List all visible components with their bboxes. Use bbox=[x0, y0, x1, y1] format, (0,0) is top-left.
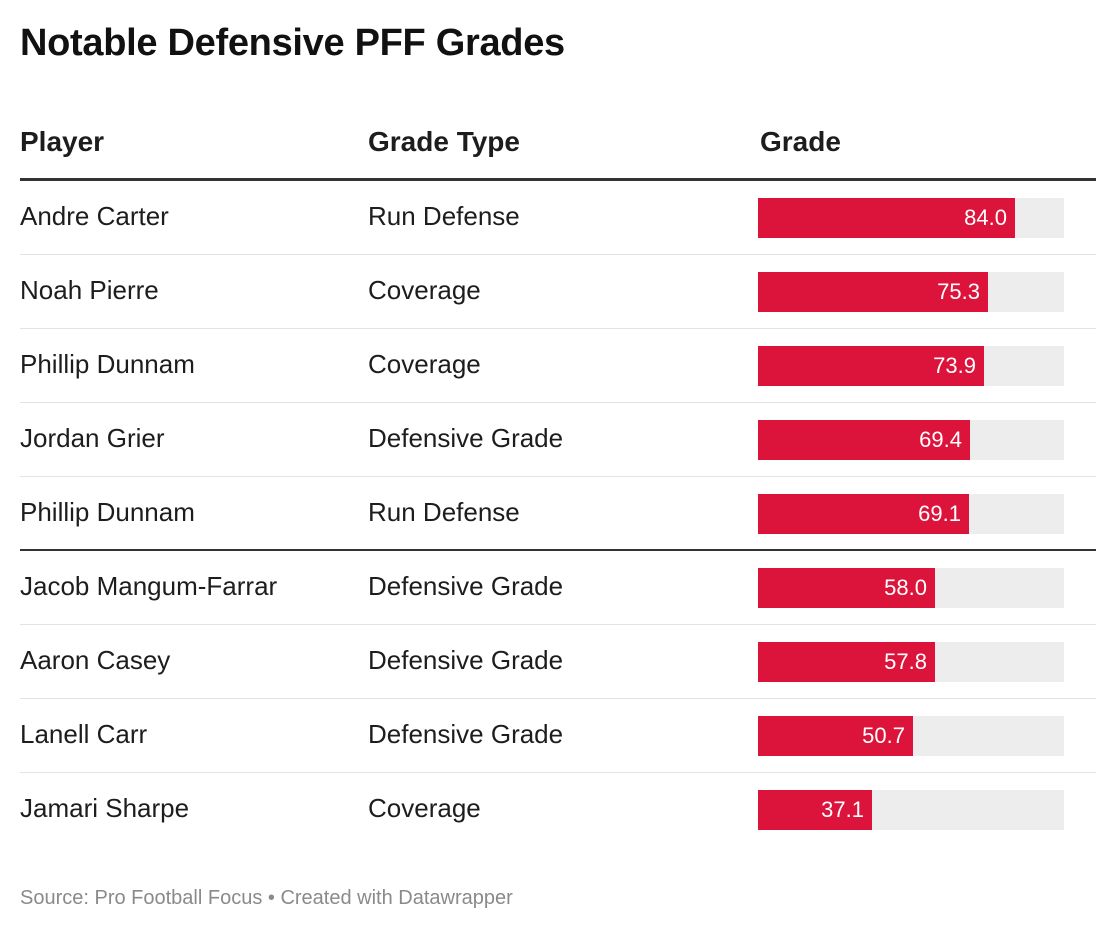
grade-value-label: 69.1 bbox=[918, 501, 961, 526]
table-row: Jordan Grier Defensive Grade 69.4 bbox=[20, 403, 1096, 477]
table-header: Player Grade Type Grade bbox=[20, 120, 1096, 181]
player-name: Phillip Dunnam bbox=[20, 497, 195, 527]
grade-bar bbox=[758, 346, 984, 386]
table-row: Aaron Casey Defensive Grade 57.8 bbox=[20, 625, 1096, 699]
grade-bar-track: 37.1 bbox=[758, 790, 1064, 830]
grade-bar-track: 73.9 bbox=[758, 346, 1064, 386]
column-header-grade-type: Grade Type bbox=[368, 126, 520, 157]
grade-bar bbox=[758, 420, 970, 460]
table-row: Phillip Dunnam Run Defense 69.1 bbox=[20, 477, 1096, 551]
player-name: Jordan Grier bbox=[20, 423, 165, 453]
player-name: Andre Carter bbox=[20, 201, 169, 231]
grade-bar-track: 84.0 bbox=[758, 198, 1064, 238]
grade-bar-track: 50.7 bbox=[758, 716, 1064, 756]
grade-bar-track: 69.4 bbox=[758, 420, 1064, 460]
grade-bar-track: 69.1 bbox=[758, 494, 1064, 534]
grade-type: Defensive Grade bbox=[368, 571, 564, 601]
grade-value-label: 50.7 bbox=[862, 723, 905, 748]
table-row: Phillip Dunnam Coverage 73.9 bbox=[20, 329, 1096, 403]
column-header-player: Player bbox=[20, 126, 105, 157]
grade-type: Defensive Grade bbox=[368, 719, 564, 749]
player-name: Phillip Dunnam bbox=[20, 349, 195, 379]
grade-bar-track: 58.0 bbox=[758, 568, 1064, 608]
grade-bar bbox=[758, 494, 969, 534]
column-header-grade: Grade bbox=[760, 126, 841, 157]
table-row: Lanell Carr Defensive Grade 50.7 bbox=[20, 699, 1096, 773]
player-name: Lanell Carr bbox=[20, 719, 148, 749]
grade-value-label: 75.3 bbox=[937, 279, 980, 304]
grade-bar-track: 57.8 bbox=[758, 642, 1064, 682]
player-name: Jacob Mangum-Farrar bbox=[20, 571, 278, 601]
grade-value-label: 37.1 bbox=[821, 797, 864, 822]
chart-title: Notable Defensive PFF Grades bbox=[20, 22, 565, 64]
player-name: Noah Pierre bbox=[20, 275, 159, 305]
grade-value-label: 69.4 bbox=[919, 427, 962, 452]
grade-type: Coverage bbox=[368, 349, 481, 379]
grade-type: Defensive Grade bbox=[368, 423, 564, 453]
player-name: Aaron Casey bbox=[20, 645, 171, 675]
table-row: Jacob Mangum-Farrar Defensive Grade 58.0 bbox=[20, 551, 1096, 625]
source-note: Source: Pro Football Focus • Created wit… bbox=[20, 887, 513, 909]
grade-type: Run Defense bbox=[368, 497, 520, 527]
grade-bar bbox=[758, 642, 935, 682]
table-body: Andre Carter Run Defense 84.0 Noah Pierre Co… bbox=[20, 181, 1096, 846]
grade-value-label: 84.0 bbox=[964, 205, 1007, 230]
grade-bar bbox=[758, 790, 872, 830]
grade-bar bbox=[758, 272, 988, 312]
grade-type: Run Defense bbox=[368, 201, 520, 231]
table-row: Noah Pierre Coverage 75.3 bbox=[20, 255, 1096, 329]
grade-value-label: 58.0 bbox=[884, 575, 927, 600]
grade-bar-track: 75.3 bbox=[758, 272, 1064, 312]
table-row: Andre Carter Run Defense 84.0 bbox=[20, 181, 1096, 255]
grade-value-label: 57.8 bbox=[884, 649, 927, 674]
table-row: Jamari Sharpe Coverage 37.1 bbox=[20, 773, 1096, 846]
grade-bar bbox=[758, 198, 1015, 238]
grade-type: Coverage bbox=[368, 793, 481, 823]
grade-type: Defensive Grade bbox=[368, 645, 564, 675]
grade-bar bbox=[758, 716, 913, 756]
player-name: Jamari Sharpe bbox=[20, 793, 190, 823]
grade-type: Coverage bbox=[368, 275, 481, 305]
grade-value-label: 73.9 bbox=[933, 353, 976, 378]
grade-bar bbox=[758, 568, 935, 608]
